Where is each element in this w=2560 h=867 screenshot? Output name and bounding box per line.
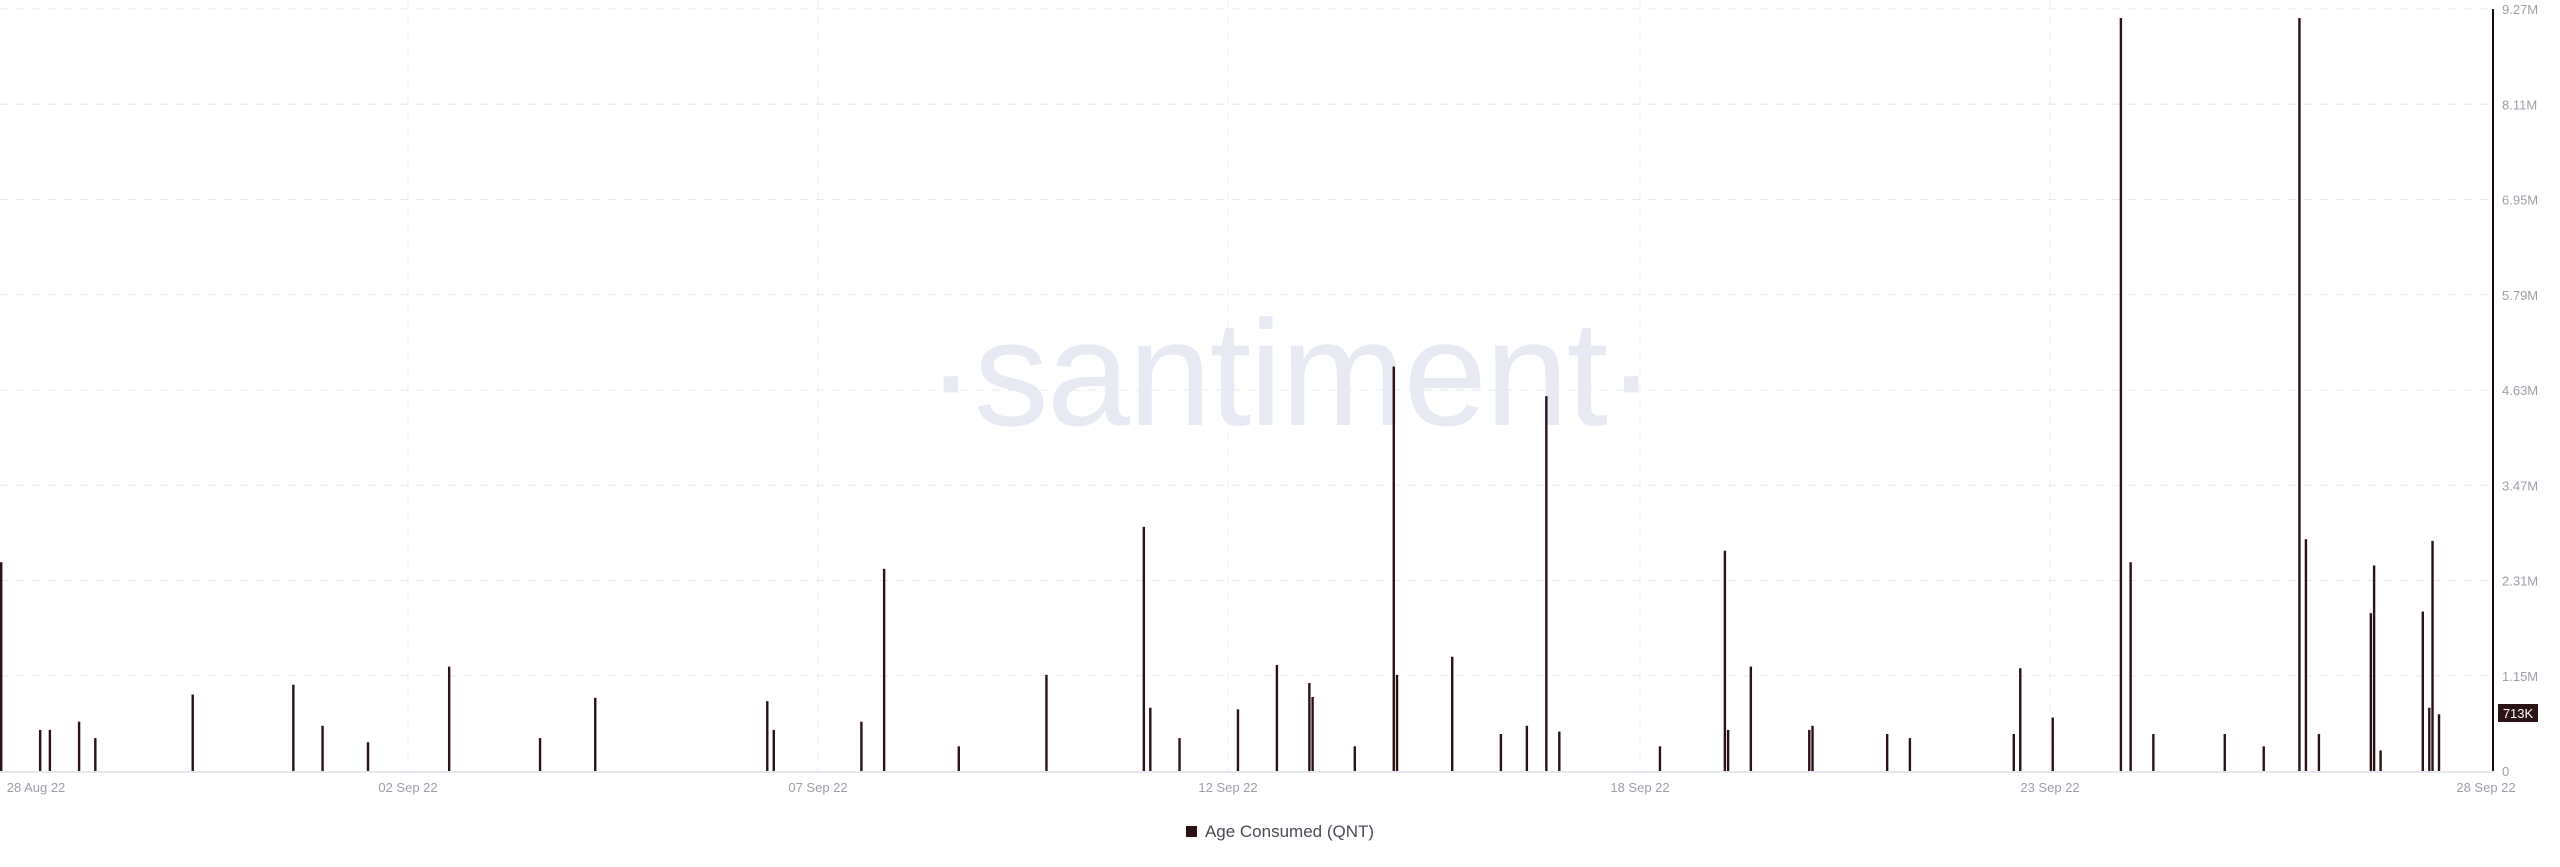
bar[interactable] — [48, 729, 52, 771]
bar[interactable] — [191, 694, 194, 771]
bar[interactable] — [1726, 729, 1730, 771]
x-tick-label: 23 Sep 22 — [2020, 780, 2079, 795]
x-tick-label: 12 Sep 22 — [1198, 780, 1257, 795]
bar[interactable] — [2119, 18, 2123, 772]
bar[interactable] — [1353, 746, 1357, 771]
y-tick-label: 5.79M — [2502, 288, 2538, 303]
legend-swatch — [1185, 826, 1197, 837]
bar[interactable] — [2372, 565, 2376, 771]
bar[interactable] — [1749, 666, 1753, 771]
bar[interactable] — [1811, 725, 1814, 771]
bar[interactable] — [772, 729, 775, 771]
bar[interactable] — [1723, 550, 1727, 771]
bar[interactable] — [2437, 714, 2441, 771]
bar[interactable] — [0, 562, 3, 771]
bar[interactable] — [882, 568, 886, 771]
bar[interactable] — [94, 738, 97, 771]
bar[interactable] — [321, 725, 324, 771]
bar[interactable] — [1392, 366, 1395, 771]
x-axis: 28 Aug 22 02 Sep 22 07 Sep 22 12 Sep 22 18 S… — [7, 780, 2516, 795]
x-tick-label: 18 Sep 22 — [1610, 780, 1669, 795]
y-tick-label: 2.31M — [2502, 574, 2538, 589]
bar[interactable] — [1275, 664, 1279, 771]
y-tick-label: 4.63M — [2502, 383, 2538, 398]
bar[interactable] — [2051, 717, 2054, 771]
bar[interactable] — [1395, 674, 1399, 771]
bar[interactable] — [538, 738, 542, 771]
bar[interactable] — [1545, 396, 1548, 771]
bar[interactable] — [1451, 656, 1454, 771]
bar[interactable] — [1236, 709, 1240, 771]
bar[interactable] — [2379, 750, 2382, 771]
santiment-watermark: ·santiment· — [926, 289, 1654, 457]
bar[interactable] — [1558, 731, 1561, 771]
bar[interactable] — [2019, 668, 2022, 771]
y-tick-label: 9.27M — [2502, 2, 2538, 17]
grid-lines — [0, 0, 2493, 771]
bar[interactable] — [2223, 734, 2226, 771]
bar[interactable] — [1308, 683, 1311, 771]
bar[interactable] — [1311, 697, 1314, 771]
bar[interactable] — [957, 746, 960, 771]
x-tick-label: 28 Sep 22 — [2456, 780, 2515, 795]
bar[interactable] — [860, 721, 863, 771]
y-tick-label: 6.95M — [2502, 193, 2538, 208]
bar[interactable] — [2421, 611, 2424, 771]
bar[interactable] — [447, 666, 451, 771]
bar[interactable] — [2431, 540, 2434, 771]
y-tick-label: 1.15M — [2502, 669, 2538, 684]
bar[interactable] — [77, 721, 81, 771]
current-value-label: 713K — [2503, 706, 2534, 721]
bar[interactable] — [2317, 734, 2321, 771]
bar[interactable] — [1149, 707, 1152, 771]
bar[interactable] — [2262, 746, 2265, 771]
bar[interactable] — [1525, 725, 1529, 771]
bar[interactable] — [1808, 729, 1811, 771]
bar[interactable] — [2428, 707, 2431, 771]
x-tick-label: 28 Aug 22 — [7, 780, 66, 795]
bar[interactable] — [2129, 562, 2132, 771]
bar[interactable] — [2152, 734, 2155, 771]
bar[interactable] — [38, 729, 42, 771]
y-tick-label: 8.11M — [2502, 97, 2537, 112]
bar[interactable] — [2369, 613, 2373, 771]
bar[interactable] — [594, 697, 597, 771]
bar[interactable] — [1045, 674, 1048, 771]
bar[interactable] — [1658, 746, 1662, 771]
x-tick-label: 02 Sep 22 — [378, 780, 437, 795]
bar[interactable] — [1499, 734, 1503, 771]
bar[interactable] — [766, 701, 769, 771]
current-value-badge: 713K — [2498, 704, 2538, 722]
x-tick-label: 07 Sep 22 — [788, 780, 847, 795]
y-tick-label: 3.47M — [2502, 478, 2538, 493]
bar[interactable] — [366, 742, 370, 771]
bar[interactable] — [2012, 734, 2015, 771]
bar[interactable] — [1885, 734, 1889, 771]
y-tick-label: 0 — [2502, 764, 2509, 779]
bar[interactable] — [2298, 18, 2301, 772]
y-axis: 0 1.15M 2.31M 3.47M 4.63M 5.79M 6.95M 8.11M 9.27… — [2502, 2, 2538, 779]
bar[interactable] — [1142, 526, 1146, 771]
bars — [0, 18, 2441, 772]
bar[interactable] — [1178, 738, 1181, 771]
bar[interactable] — [2304, 539, 2308, 771]
bar[interactable] — [292, 684, 295, 771]
legend-label: Age Consumed (QNT) — [1204, 822, 1375, 841]
bar[interactable] — [1908, 738, 1912, 771]
legend[interactable]: Age Consumed (QNT) — [0, 822, 2560, 842]
